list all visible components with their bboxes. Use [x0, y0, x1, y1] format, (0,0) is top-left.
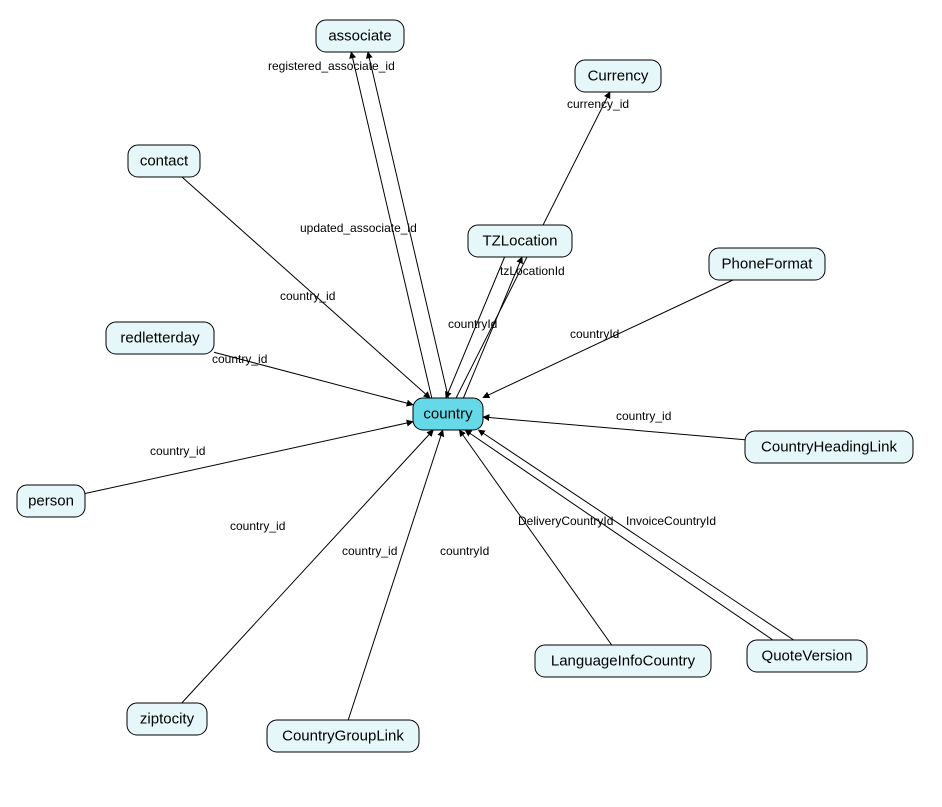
node-label-ziptocity: ziptocity: [140, 711, 195, 728]
edge-person-country: [85, 422, 413, 494]
node-label-TZLocation: TZLocation: [482, 233, 557, 250]
node-label-CountryHeadingLink: CountryHeadingLink: [761, 439, 897, 456]
node-ziptocity: ziptocity: [127, 703, 207, 735]
node-person: person: [17, 485, 85, 517]
edge-label-redletterday-country: country_id: [212, 352, 267, 366]
node-label-redletterday: redletterday: [120, 330, 200, 347]
edge-label-QuoteVersion-country: DeliveryCountryId: [518, 514, 613, 528]
nodes-layer: country associate Currency contact TZLocatio…: [17, 20, 913, 752]
node-label-PhoneFormat: PhoneFormat: [722, 256, 814, 273]
node-label-CountryGroupLink: CountryGroupLink: [282, 728, 404, 745]
edge-QuoteVersion-country: [465, 430, 773, 640]
edge-label-CountryHeadingLink-country: country_id: [616, 409, 671, 423]
node-PhoneFormat: PhoneFormat: [709, 248, 825, 280]
node-CountryGroupLink: CountryGroupLink: [267, 720, 419, 752]
edge-label-PhoneFormat-country: countryId: [570, 327, 619, 341]
node-label-contact: contact: [140, 153, 189, 170]
node-LanguageInfoCountry: LanguageInfoCountry: [535, 645, 711, 677]
edge-QuoteVersion-country: [478, 430, 793, 640]
er-diagram: registered_associate_id updated_associate…: [0, 0, 942, 807]
node-QuoteVersion: QuoteVersion: [747, 640, 867, 672]
node-label-LanguageInfoCountry: LanguageInfoCountry: [551, 653, 696, 670]
edge-label-LanguageInfoCountry-country: countryId: [440, 544, 489, 558]
edge-CountryGroupLink-country: [348, 430, 443, 720]
node-CountryHeadingLink: CountryHeadingLink: [745, 431, 913, 463]
edge-label-country-Currency: currency_id: [567, 97, 629, 111]
edge-label-QuoteVersion-country: InvoiceCountryId: [626, 514, 716, 528]
edge-label-country-associate: updated_associate_id: [300, 221, 417, 235]
edge-label-ziptocity-country: country_id: [230, 519, 285, 533]
edge-LanguageInfoCountry-country: [459, 430, 611, 645]
node-label-QuoteVersion: QuoteVersion: [762, 648, 853, 665]
node-country: country: [413, 398, 483, 430]
edge-label-country-TZLocation: tzLocationId: [500, 264, 565, 278]
node-label-Currency: Currency: [588, 68, 649, 85]
edge-label-CountryGroupLink-country: country_id: [342, 544, 397, 558]
edge-label-person-country: country_id: [150, 444, 205, 458]
node-label-associate: associate: [328, 28, 391, 45]
node-Currency: Currency: [575, 60, 661, 92]
edge-label-TZLocation-country: countryId: [448, 317, 497, 331]
edge-ziptocity-country: [182, 430, 434, 703]
edge-label-contact-country: country_id: [280, 289, 335, 303]
node-TZLocation: TZLocation: [468, 225, 572, 257]
edge-label-country-associate: registered_associate_id: [268, 59, 395, 73]
node-redletterday: redletterday: [106, 322, 214, 354]
node-associate: associate: [316, 20, 404, 52]
node-label-country: country: [423, 406, 473, 423]
edge-CountryHeadingLink-country: [483, 417, 745, 440]
node-contact: contact: [128, 145, 200, 177]
node-label-person: person: [28, 493, 74, 510]
